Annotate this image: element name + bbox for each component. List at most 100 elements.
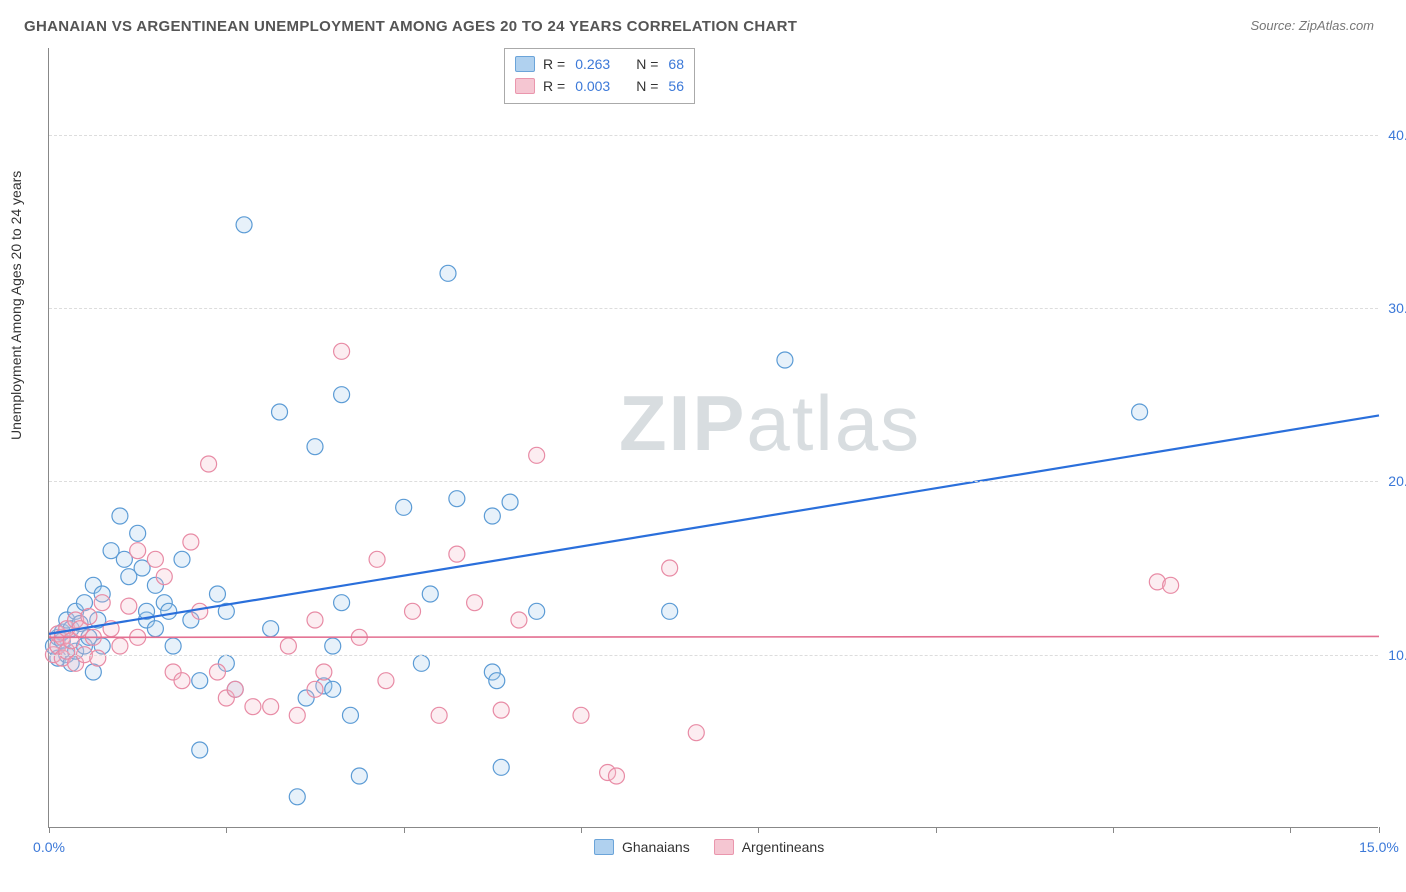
data-point xyxy=(156,569,172,585)
data-point xyxy=(1163,577,1179,593)
data-point xyxy=(493,759,509,775)
data-point xyxy=(405,603,421,619)
chart-title: GHANAIAN VS ARGENTINEAN UNEMPLOYMENT AMO… xyxy=(24,18,797,35)
data-point xyxy=(161,603,177,619)
n-label: N = xyxy=(636,75,658,97)
gridline xyxy=(49,655,1378,656)
x-tick xyxy=(226,827,227,833)
n-label: N = xyxy=(636,53,658,75)
data-point xyxy=(467,595,483,611)
data-point xyxy=(369,551,385,567)
y-tick-label: 30.0% xyxy=(1368,300,1406,316)
data-point xyxy=(316,664,332,680)
data-point xyxy=(608,768,624,784)
data-point xyxy=(130,543,146,559)
n-value: 68 xyxy=(668,53,684,75)
x-tick xyxy=(404,827,405,833)
data-point xyxy=(351,768,367,784)
data-point xyxy=(334,343,350,359)
legend-swatch xyxy=(594,839,614,855)
y-tick-label: 40.0% xyxy=(1368,127,1406,143)
data-point xyxy=(307,612,323,628)
data-point xyxy=(174,551,190,567)
data-point xyxy=(289,789,305,805)
legend-series-label: Ghanaians xyxy=(622,839,690,855)
data-point xyxy=(192,603,208,619)
data-point xyxy=(263,621,279,637)
data-point xyxy=(192,742,208,758)
data-point xyxy=(272,404,288,420)
data-point xyxy=(662,603,678,619)
data-point xyxy=(227,681,243,697)
x-tick xyxy=(1379,827,1380,833)
legend-swatch xyxy=(515,56,535,72)
data-point xyxy=(165,638,181,654)
legend-stats: R =0.263N =68R =0.003N =56 xyxy=(504,48,695,104)
data-point xyxy=(236,217,252,233)
data-point xyxy=(90,650,106,666)
data-point xyxy=(174,673,190,689)
legend-swatch xyxy=(714,839,734,855)
legend-series-item: Argentineans xyxy=(714,839,825,855)
gridline xyxy=(49,308,1378,309)
x-tick-label: 15.0% xyxy=(1359,839,1399,855)
data-point xyxy=(280,638,296,654)
y-tick-label: 20.0% xyxy=(1368,473,1406,489)
data-point xyxy=(378,673,394,689)
n-value: 56 xyxy=(668,75,684,97)
x-tick-label: 0.0% xyxy=(33,839,65,855)
data-point xyxy=(334,595,350,611)
data-point xyxy=(183,534,199,550)
legend-series-label: Argentineans xyxy=(742,839,825,855)
legend-swatch xyxy=(515,78,535,94)
data-point xyxy=(147,621,163,637)
data-point xyxy=(209,664,225,680)
data-point xyxy=(573,707,589,723)
data-point xyxy=(413,655,429,671)
data-point xyxy=(529,603,545,619)
source-attribution: Source: ZipAtlas.com xyxy=(1250,18,1374,33)
legend-stat-row: R =0.003N =56 xyxy=(515,75,684,97)
x-tick xyxy=(936,827,937,833)
data-point xyxy=(777,352,793,368)
data-point xyxy=(449,546,465,562)
data-point xyxy=(112,508,128,524)
data-point xyxy=(263,699,279,715)
data-point xyxy=(396,499,412,515)
data-point xyxy=(245,699,261,715)
r-label: R = xyxy=(543,53,565,75)
y-axis-label: Unemployment Among Ages 20 to 24 years xyxy=(8,171,24,440)
data-point xyxy=(342,707,358,723)
data-point xyxy=(289,707,305,723)
x-tick xyxy=(581,827,582,833)
data-point xyxy=(484,508,500,524)
data-point xyxy=(422,586,438,602)
x-tick xyxy=(1113,827,1114,833)
data-point xyxy=(307,681,323,697)
data-point xyxy=(529,447,545,463)
gridline xyxy=(49,135,1378,136)
data-point xyxy=(440,265,456,281)
data-point xyxy=(502,494,518,510)
data-point xyxy=(325,638,341,654)
data-point xyxy=(489,673,505,689)
data-point xyxy=(121,598,137,614)
data-point xyxy=(192,673,208,689)
data-point xyxy=(511,612,527,628)
r-value: 0.263 xyxy=(575,53,610,75)
data-point xyxy=(334,387,350,403)
data-point xyxy=(201,456,217,472)
data-point xyxy=(662,560,678,576)
legend-stat-row: R = 0.263 N = 68 xyxy=(515,53,684,75)
data-point xyxy=(1132,404,1148,420)
x-tick xyxy=(1290,827,1291,833)
data-point xyxy=(147,551,163,567)
plot-area: ZIPatlas R =0.263N =68R =0.003N =56 Ghan… xyxy=(48,48,1378,828)
data-point xyxy=(209,586,225,602)
trend-line xyxy=(49,415,1379,633)
data-point xyxy=(94,595,110,611)
data-point xyxy=(449,491,465,507)
y-tick-label: 10.0% xyxy=(1368,647,1406,663)
data-point xyxy=(493,702,509,718)
legend-series: Ghanaians Argentineans xyxy=(594,839,824,855)
